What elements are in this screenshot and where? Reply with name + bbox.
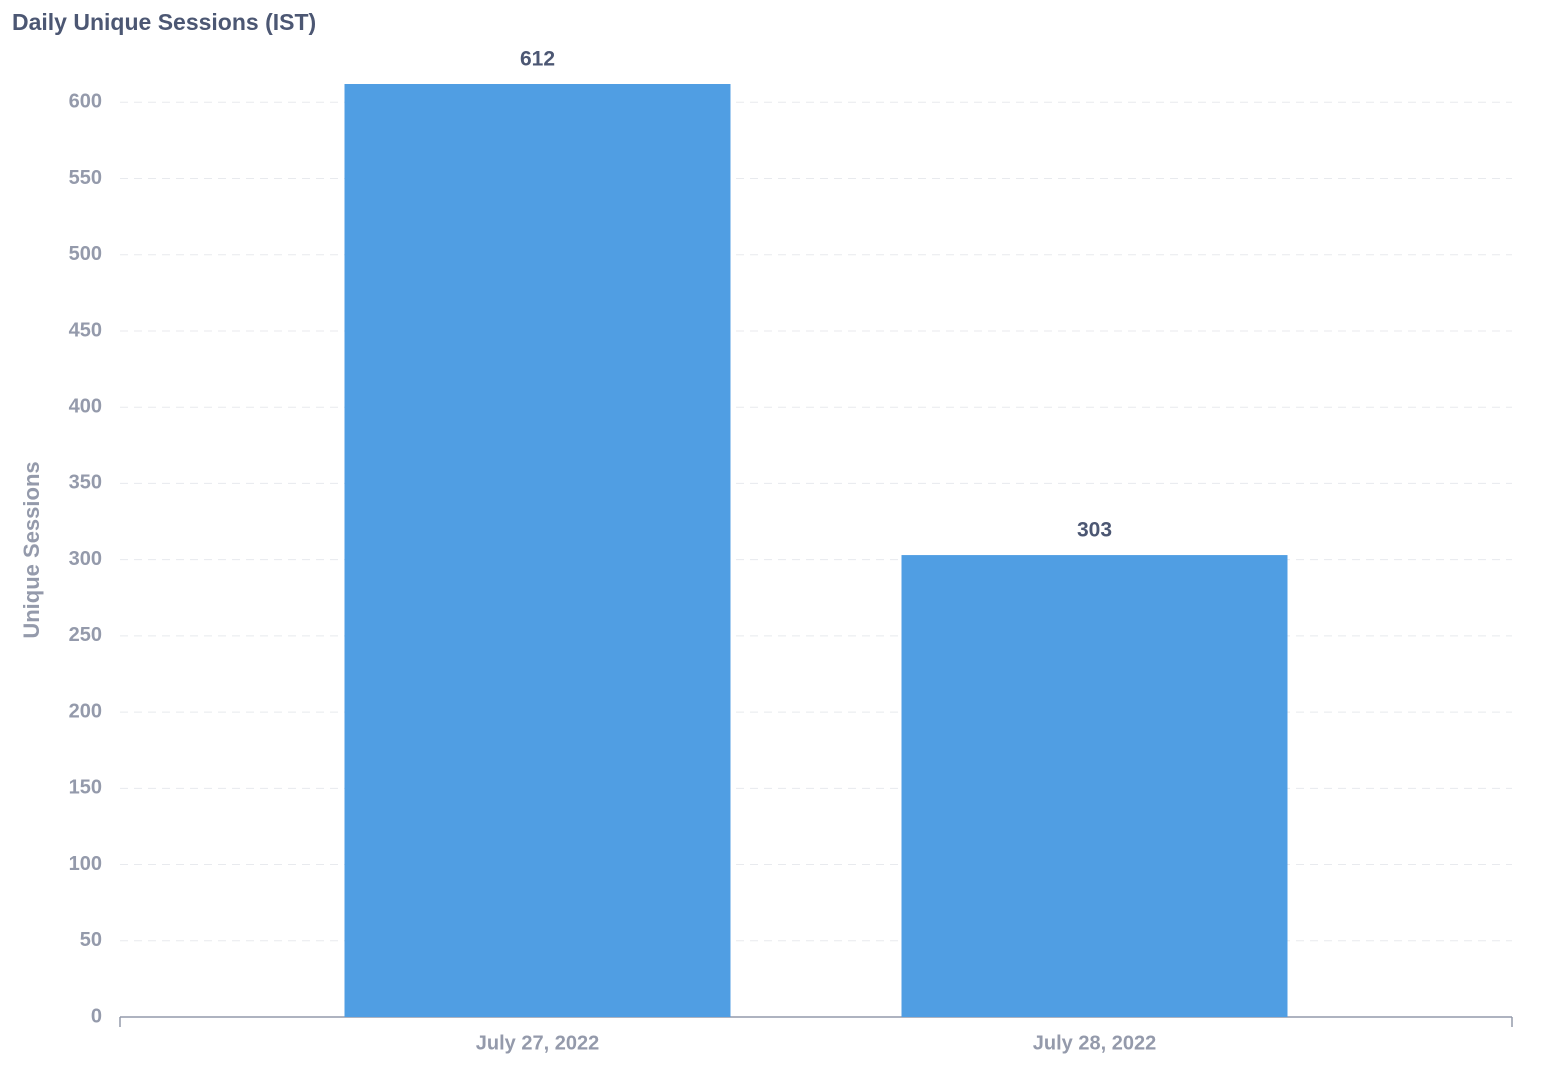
bar <box>901 555 1288 1017</box>
value-label: 612 <box>520 48 555 71</box>
y-tick-label: 50 <box>80 929 102 951</box>
y-axis-label: Unique Sessions <box>19 461 44 638</box>
y-tick-label: 400 <box>69 395 102 417</box>
x-tick-label: July 27, 2022 <box>476 1032 599 1054</box>
y-tick-label: 100 <box>69 853 102 875</box>
bar <box>344 84 731 1017</box>
y-tick-label: 300 <box>69 548 102 570</box>
y-tick-label: 600 <box>69 91 102 113</box>
y-tick-label: 150 <box>69 777 102 799</box>
y-tick-label: 550 <box>69 167 102 189</box>
y-tick-label: 200 <box>69 700 102 722</box>
chart-title: Daily Unique Sessions (IST) <box>12 9 316 35</box>
y-tick-label: 500 <box>69 243 102 265</box>
x-tick-label: July 28, 2022 <box>1033 1032 1156 1054</box>
y-tick-label: 0 <box>91 1005 102 1027</box>
y-tick-label: 450 <box>69 319 102 341</box>
y-tick-label: 350 <box>69 472 102 494</box>
value-label: 303 <box>1077 519 1112 542</box>
y-tick-label: 250 <box>69 624 102 646</box>
